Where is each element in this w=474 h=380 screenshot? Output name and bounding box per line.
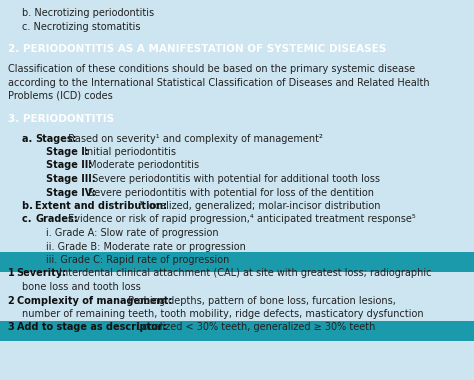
Text: Classification of these conditions should be based on the primary systemic disea: Classification of these conditions shoul… bbox=[8, 64, 415, 74]
Text: Complexity of management:: Complexity of management: bbox=[17, 296, 172, 306]
Text: number of remaining teeth, tooth mobility, ridge defects, masticatory dysfunctio: number of remaining teeth, tooth mobilit… bbox=[22, 309, 424, 319]
Text: Initial periodontitis: Initial periodontitis bbox=[81, 147, 176, 157]
Text: Stage III:: Stage III: bbox=[46, 174, 96, 184]
Text: c.: c. bbox=[22, 214, 35, 225]
Text: Severe periodontitis with potential for additional tooth loss: Severe periodontitis with potential for … bbox=[90, 174, 381, 184]
Text: Stage II:: Stage II: bbox=[46, 160, 92, 171]
Bar bbox=[0, 252, 474, 271]
Text: Severe periodontitis with potential for loss of the dentition: Severe periodontitis with potential for … bbox=[85, 187, 374, 198]
Text: Based on severity¹ and complexity of management²: Based on severity¹ and complexity of man… bbox=[65, 133, 323, 144]
Text: bone loss and tooth loss: bone loss and tooth loss bbox=[22, 282, 141, 292]
Bar bbox=[0, 321, 474, 341]
Text: Add to stage as descriptor:: Add to stage as descriptor: bbox=[17, 323, 166, 332]
Text: b.: b. bbox=[22, 201, 36, 211]
Text: Interdental clinical attachment (CAL) at site with greatest loss; radiographic: Interdental clinical attachment (CAL) at… bbox=[56, 269, 431, 279]
Text: Stages:: Stages: bbox=[35, 133, 77, 144]
Text: Severity:: Severity: bbox=[17, 269, 67, 279]
Text: Grades:: Grades: bbox=[35, 214, 78, 225]
Text: Moderate periodontitis: Moderate periodontitis bbox=[85, 160, 199, 171]
Text: 2. PERIODONTITIS AS A MANIFESTATION OF SYSTEMIC DISEASES: 2. PERIODONTITIS AS A MANIFESTATION OF S… bbox=[8, 44, 386, 54]
Text: iii. Grade C: Rapid rate of progression: iii. Grade C: Rapid rate of progression bbox=[46, 255, 229, 265]
Text: Stage I:: Stage I: bbox=[46, 147, 89, 157]
Text: Extent and distribution:: Extent and distribution: bbox=[35, 201, 167, 211]
Text: according to the International Statistical Classification of Diseases and Relate: according to the International Statistic… bbox=[8, 78, 429, 87]
Text: 1: 1 bbox=[8, 269, 18, 279]
Text: Evidence or risk of rapid progression,⁴ anticipated treatment response⁵: Evidence or risk of rapid progression,⁴ … bbox=[65, 214, 416, 225]
Text: 3: 3 bbox=[8, 323, 18, 332]
Text: Problems (ICD) codes: Problems (ICD) codes bbox=[8, 91, 113, 101]
Text: Localized < 30% teeth, generalized ≥ 30% teeth: Localized < 30% teeth, generalized ≥ 30%… bbox=[134, 323, 375, 332]
Text: i. Grade A: Slow rate of progression: i. Grade A: Slow rate of progression bbox=[46, 228, 219, 238]
Text: a.: a. bbox=[22, 133, 36, 144]
Text: ii. Grade B: Moderate rate or progression: ii. Grade B: Moderate rate or progressio… bbox=[46, 242, 246, 252]
Text: ³ localized, generalized; molar-incisor distribution: ³ localized, generalized; molar-incisor … bbox=[139, 201, 381, 211]
Text: c. Necrotizing stomatitis: c. Necrotizing stomatitis bbox=[22, 22, 140, 32]
Text: Stage IV:: Stage IV: bbox=[46, 187, 96, 198]
Text: Probing depths, pattern of bone loss, furcation lesions,: Probing depths, pattern of bone loss, fu… bbox=[125, 296, 396, 306]
Text: b. Necrotizing periodontitis: b. Necrotizing periodontitis bbox=[22, 8, 154, 18]
Text: 2: 2 bbox=[8, 296, 18, 306]
Text: 3. PERIODONTITIS: 3. PERIODONTITIS bbox=[8, 114, 114, 124]
